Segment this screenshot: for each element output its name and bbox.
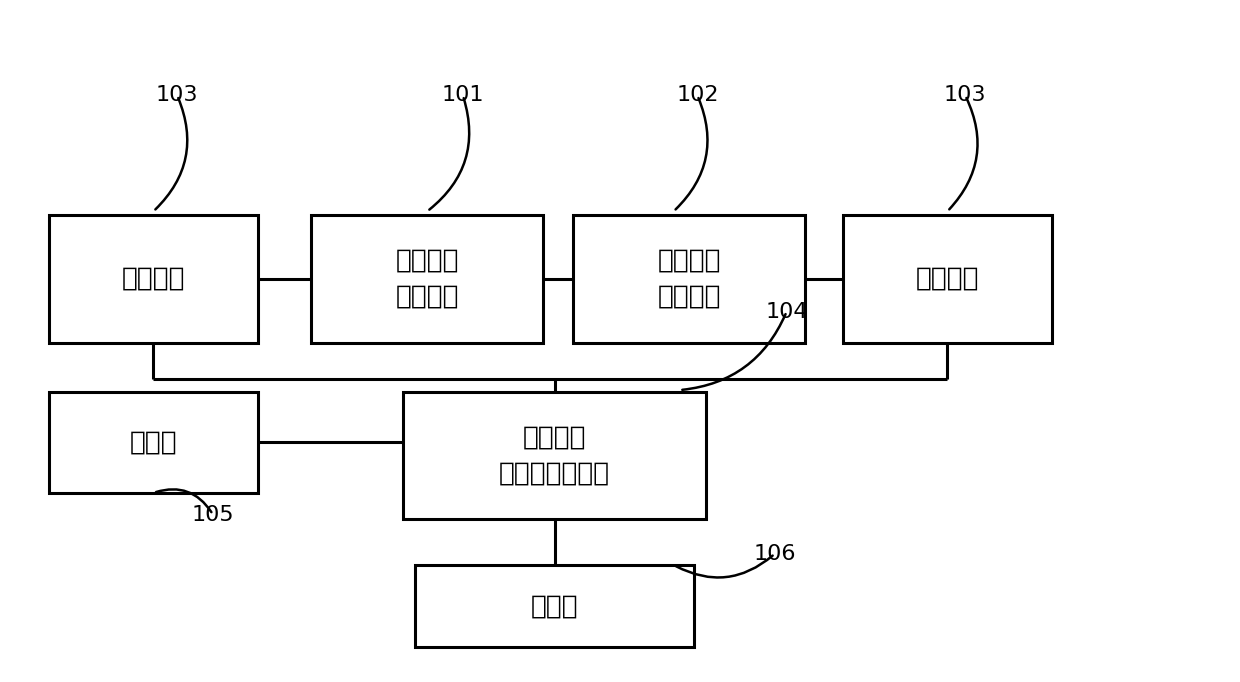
Bar [573, 215, 805, 342]
Text: 复合挡板: 复合挡板 [122, 266, 185, 292]
Bar [50, 215, 258, 342]
Text: 101: 101 [441, 85, 484, 106]
Text: 105: 105 [191, 505, 234, 524]
Bar [414, 565, 694, 647]
Text: 103: 103 [944, 85, 987, 106]
Bar [50, 391, 258, 493]
Text: 处理器: 处理器 [531, 593, 578, 619]
Text: 复合挡板: 复合挡板 [915, 266, 980, 292]
Text: 双轴同步
平面加载试验机: 双轴同步 平面加载试验机 [498, 425, 610, 486]
Text: 106: 106 [754, 544, 796, 564]
Text: 平面应变
试验模型: 平面应变 试验模型 [657, 248, 720, 310]
Text: 平面应力
试验模型: 平面应力 试验模型 [396, 248, 459, 310]
Text: 102: 102 [676, 85, 719, 106]
Bar [311, 215, 543, 342]
Bar [403, 391, 707, 520]
Bar [843, 215, 1052, 342]
Text: 104: 104 [765, 301, 808, 321]
Text: 103: 103 [156, 85, 198, 106]
Text: 控制器: 控制器 [129, 430, 177, 456]
